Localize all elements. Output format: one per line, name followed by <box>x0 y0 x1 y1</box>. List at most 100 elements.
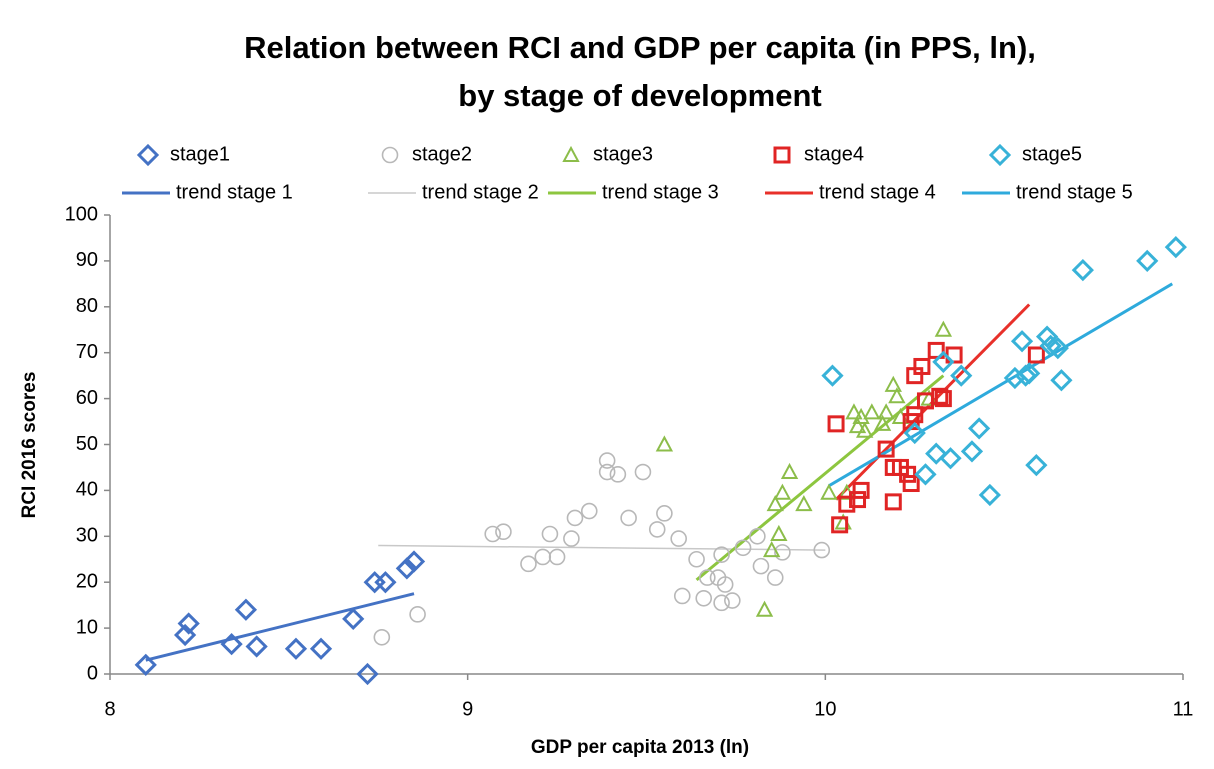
y-tick-label: 50 <box>76 433 98 455</box>
point <box>134 653 157 676</box>
y-tick-label: 70 <box>76 341 98 363</box>
point <box>766 569 784 586</box>
point <box>724 592 741 609</box>
legend-label: trend stage 2 <box>422 181 539 203</box>
legend-label: trend stage 4 <box>819 181 936 203</box>
point <box>877 440 895 458</box>
point <box>968 417 991 440</box>
y-tick-label: 60 <box>76 387 98 409</box>
point <box>695 589 713 607</box>
point <box>932 350 955 374</box>
point <box>1071 258 1094 282</box>
point <box>978 483 1001 507</box>
point <box>863 403 881 420</box>
legend-label: trend stage 1 <box>176 181 293 203</box>
point <box>1136 249 1159 273</box>
point <box>563 530 580 547</box>
point <box>713 546 730 563</box>
point <box>906 406 924 424</box>
point <box>1010 330 1034 353</box>
legend-marker <box>773 146 791 164</box>
point <box>795 495 813 512</box>
point <box>914 463 937 486</box>
point <box>884 375 902 392</box>
point <box>356 662 379 686</box>
point <box>1050 369 1073 392</box>
point <box>749 527 766 545</box>
point <box>342 607 365 631</box>
point <box>1046 336 1069 360</box>
point <box>673 587 691 605</box>
point <box>1039 334 1062 357</box>
point <box>838 495 856 513</box>
y-tick-label: 10 <box>76 616 98 638</box>
point <box>656 505 673 522</box>
point <box>484 525 502 543</box>
x-tick-label: 11 <box>1173 698 1194 720</box>
legend-label: stage1 <box>170 143 230 165</box>
legend-label: trend stage 5 <box>1016 181 1133 203</box>
point <box>752 557 770 575</box>
point <box>888 387 906 404</box>
point <box>1027 346 1045 364</box>
point <box>520 555 537 573</box>
point <box>245 635 268 658</box>
point <box>831 516 849 534</box>
point <box>580 502 598 520</box>
point <box>934 390 952 408</box>
point <box>716 576 734 593</box>
point <box>934 320 953 337</box>
legend-marker <box>136 143 160 167</box>
point <box>688 550 705 568</box>
trend-line <box>828 282 1174 488</box>
point <box>177 612 200 635</box>
y-tick-label: 100 <box>65 203 98 225</box>
chart-title: by stage of development <box>458 78 821 113</box>
point <box>903 421 926 445</box>
point <box>848 417 867 434</box>
point <box>1164 236 1187 259</box>
point <box>849 491 867 509</box>
point <box>495 523 512 541</box>
point <box>598 452 616 469</box>
y-tick-label: 30 <box>76 525 98 547</box>
point <box>309 637 333 660</box>
point <box>913 357 931 375</box>
point <box>774 544 791 561</box>
legend-marker <box>988 143 1012 167</box>
point <box>620 509 637 527</box>
legend-label: stage5 <box>1022 143 1082 165</box>
point <box>566 509 584 527</box>
point <box>609 466 627 483</box>
point <box>766 495 784 512</box>
point <box>284 637 308 660</box>
point <box>939 447 962 470</box>
point <box>374 571 397 594</box>
point <box>852 407 870 424</box>
point <box>655 435 674 452</box>
point <box>234 598 258 621</box>
point <box>763 540 781 558</box>
point <box>821 364 844 387</box>
point <box>780 462 799 480</box>
point <box>1035 325 1059 348</box>
point <box>827 415 845 433</box>
y-tick-label: 80 <box>76 295 98 317</box>
point <box>902 475 920 493</box>
point <box>820 483 838 500</box>
point <box>534 548 552 566</box>
point <box>1018 362 1041 385</box>
point <box>813 541 831 559</box>
point <box>755 600 774 617</box>
trend-line <box>695 374 945 582</box>
trend-line <box>378 544 826 551</box>
point <box>713 594 730 612</box>
y-tick-label: 20 <box>76 570 98 592</box>
trend-line <box>145 592 415 662</box>
point <box>770 524 788 542</box>
point <box>598 463 616 481</box>
point <box>925 442 948 465</box>
point <box>402 550 426 573</box>
point <box>220 633 243 656</box>
